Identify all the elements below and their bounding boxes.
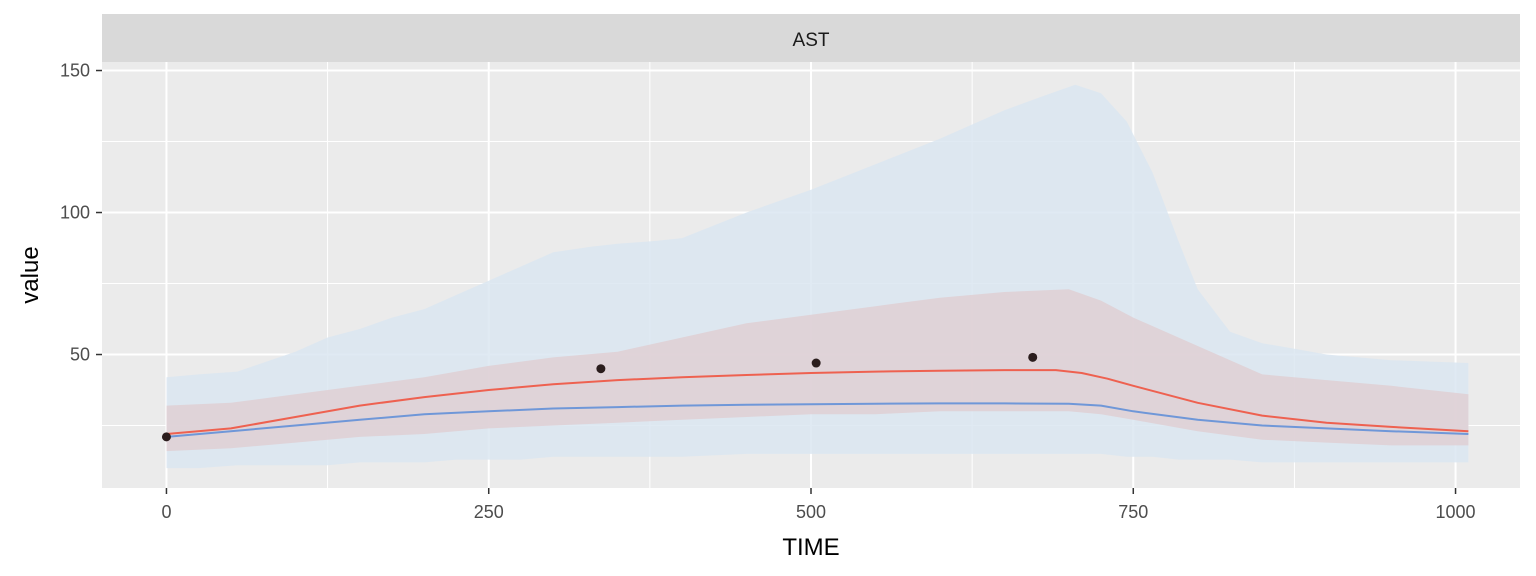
data-point (596, 364, 606, 374)
y-axis-title: value (17, 246, 44, 303)
facet-strip-label: AST (793, 30, 830, 51)
series-line-1 (166, 402, 1469, 438)
data-points (161, 352, 1038, 442)
series-line-2 (166, 369, 1469, 435)
x-tick-label: 1000 (1436, 502, 1476, 522)
y-axis: 50 100 150 (60, 61, 102, 365)
data-point (811, 358, 821, 368)
x-tick-label: 0 (161, 502, 171, 522)
data-point (161, 432, 171, 442)
x-tick-label: 250 (474, 502, 504, 522)
series-lines (166, 369, 1469, 438)
x-axis: 0 250 500 750 1000 (161, 488, 1476, 522)
y-tick-label: 150 (60, 61, 90, 81)
x-tick-label: 500 (796, 502, 826, 522)
x-tick-label: 750 (1118, 502, 1148, 522)
y-tick-label: 100 (60, 203, 90, 223)
y-tick-label: 50 (70, 345, 90, 365)
data-point (1028, 352, 1038, 362)
facet-strip (102, 14, 1520, 62)
x-axis-title: TIME (782, 534, 839, 561)
